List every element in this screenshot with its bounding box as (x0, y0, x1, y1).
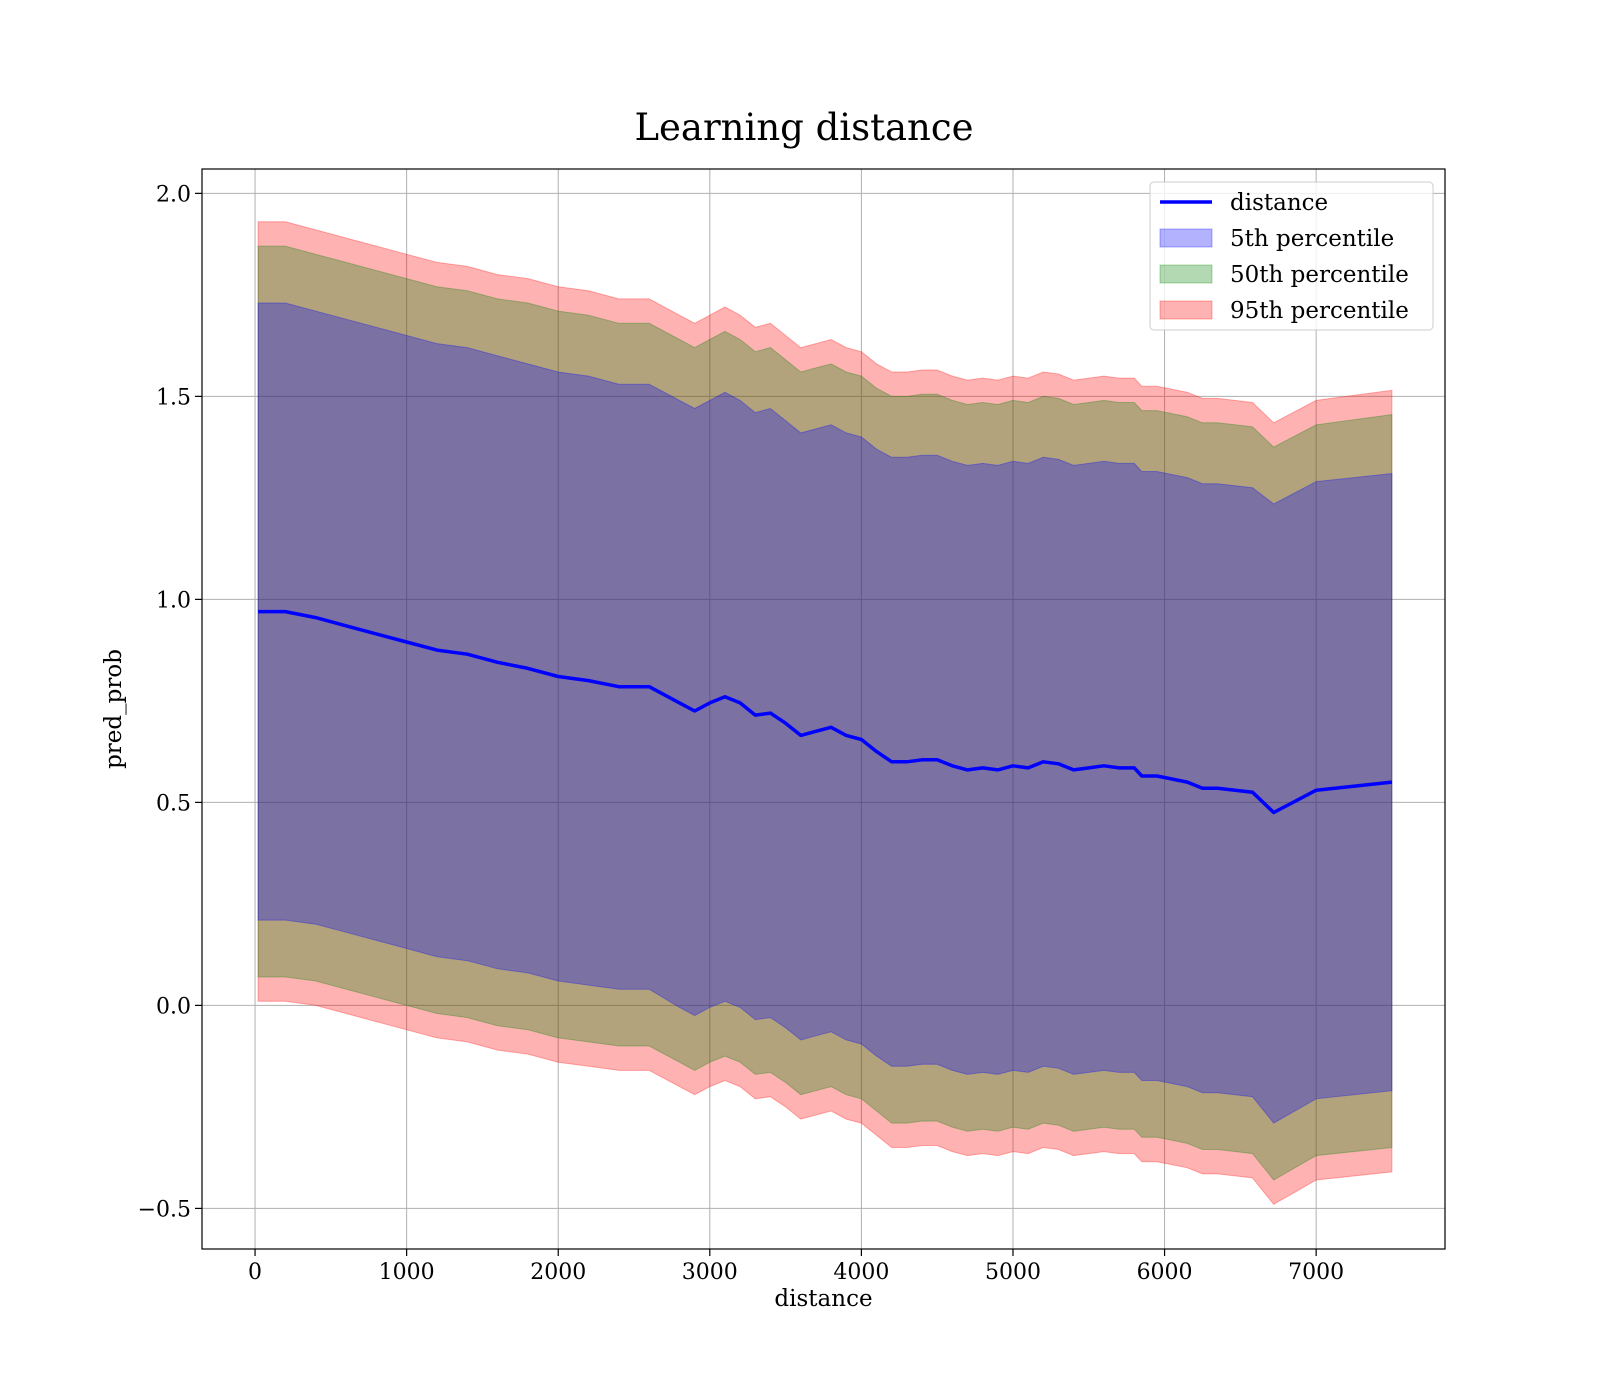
x-axis-label: distance (774, 1286, 872, 1312)
x-tick-label: 1000 (379, 1260, 435, 1285)
y-tick-label: 1.0 (156, 588, 191, 613)
band-95th-percentile (257, 221, 1393, 1205)
x-tick-label: 5000 (985, 1260, 1041, 1285)
legend-label-50th-percentile: 50th percentile (1230, 262, 1409, 288)
x-tick-label: 4000 (833, 1260, 889, 1285)
y-tick-label: 1.5 (156, 385, 191, 410)
plot-frame (201, 168, 1446, 1250)
y-tick-label: −0.5 (138, 1197, 191, 1222)
x-tick-label: 0 (248, 1260, 262, 1285)
legend-swatch-95th-percentile (1159, 300, 1213, 320)
percentile-bands (257, 221, 1393, 1205)
y-tick-label: 0.5 (156, 791, 191, 816)
x-tick-label: 6000 (1137, 1260, 1193, 1285)
y-tick-label: 2.0 (156, 182, 191, 207)
legend-label-5th-percentile: 5th percentile (1230, 226, 1394, 252)
x-tick-label: 7000 (1288, 1260, 1344, 1285)
legend-label-95th-percentile: 95th percentile (1230, 298, 1409, 324)
grid (202, 169, 1445, 1249)
legend-swatch-5th-percentile (1159, 228, 1213, 248)
legend: distance 5th percentile 50th percentile 95t… (1149, 181, 1434, 331)
distance-line (258, 609, 1393, 815)
x-tick-label: 3000 (682, 1260, 738, 1285)
distance-line-group (258, 609, 1393, 815)
band-5th-percentile (257, 302, 1393, 1124)
legend-box (1149, 181, 1434, 331)
y-tick-label: 0.0 (156, 994, 191, 1019)
band-50th-percentile (257, 245, 1393, 1181)
legend-label-distance: distance (1230, 190, 1328, 216)
x-tick-label: 2000 (530, 1260, 586, 1285)
axis-ticks: 0 1000 2000 3000 4000 5000 6000 7000 −0.5 0.0 0.5 1… (138, 182, 1345, 1285)
chart-title: Learning distance (634, 106, 973, 149)
legend-swatch-50th-percentile (1159, 264, 1213, 284)
y-axis-label: pred_prob (101, 649, 127, 769)
